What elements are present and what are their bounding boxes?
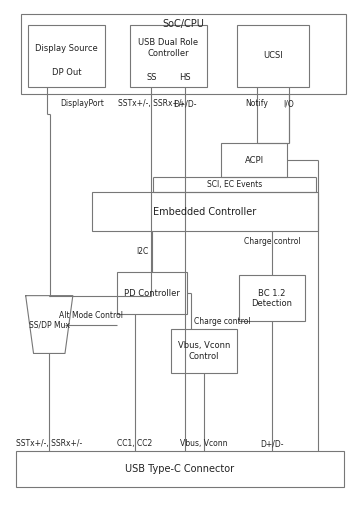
Bar xyxy=(117,272,187,313)
Bar xyxy=(16,450,344,487)
Bar xyxy=(130,24,207,87)
Bar xyxy=(237,24,309,87)
Text: SS/DP Mux: SS/DP Mux xyxy=(29,320,70,329)
Text: Embedded Controller: Embedded Controller xyxy=(153,207,257,217)
Text: BC 1.2
Detection: BC 1.2 Detection xyxy=(252,289,292,308)
Bar xyxy=(28,24,105,87)
Text: HS: HS xyxy=(180,73,191,83)
Text: Vbus, Vconn: Vbus, Vconn xyxy=(180,439,228,448)
Text: UCSI: UCSI xyxy=(263,51,283,60)
Text: D+/D-: D+/D- xyxy=(260,439,284,448)
Text: Vbus, Vconn
Control: Vbus, Vconn Control xyxy=(178,342,230,361)
Text: Display Source: Display Source xyxy=(35,44,98,52)
Text: Charge control: Charge control xyxy=(194,317,251,326)
Text: CC1, CC2: CC1, CC2 xyxy=(117,439,153,448)
Text: Notify: Notify xyxy=(246,99,269,108)
Text: SS: SS xyxy=(146,73,157,83)
Text: ACPI: ACPI xyxy=(244,156,264,165)
Bar xyxy=(221,143,287,177)
Text: USB Type-C Connector: USB Type-C Connector xyxy=(125,463,235,473)
Text: DisplayPort: DisplayPort xyxy=(60,99,104,108)
Bar xyxy=(21,15,346,94)
Text: DP Out: DP Out xyxy=(52,69,81,77)
Text: Alt Mode Control: Alt Mode Control xyxy=(59,311,123,320)
Bar xyxy=(93,193,318,231)
Text: D+/D-: D+/D- xyxy=(174,99,197,108)
Text: I/O: I/O xyxy=(283,99,294,108)
Bar xyxy=(171,329,237,373)
Text: SCI, EC Events: SCI, EC Events xyxy=(207,180,262,189)
Text: PD Controller: PD Controller xyxy=(124,289,180,297)
Bar xyxy=(239,275,305,321)
Text: Charge control: Charge control xyxy=(244,237,300,246)
Text: USB Dual Role
Controller: USB Dual Role Controller xyxy=(138,38,198,58)
Text: SSTx+/-, SSRx+/-: SSTx+/-, SSRx+/- xyxy=(16,439,82,448)
Text: SoC/CPU: SoC/CPU xyxy=(163,19,204,29)
Text: I2C: I2C xyxy=(136,247,148,256)
Text: SSTx+/-, SSRx+/-: SSTx+/-, SSRx+/- xyxy=(118,99,185,108)
